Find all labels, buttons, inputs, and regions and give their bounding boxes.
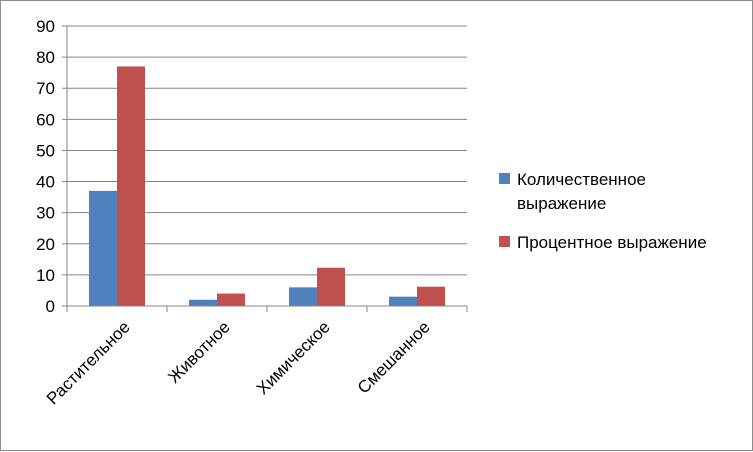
y-tick-label: 90 [36,17,55,36]
y-tick-label: 30 [36,204,55,223]
y-tick-labels: 0 10 20 30 40 50 60 70 80 90 [36,17,55,316]
bar-quantitative [189,299,217,306]
legend-swatch [499,173,510,184]
legend-swatch [499,236,510,247]
bar-quantitative [89,190,117,306]
x-category-label: Смешанное [354,317,434,397]
x-category-label: Животное [164,317,233,386]
x-category-labels: Растительное Животное Химическое Смешанное [43,317,434,408]
legend-label: Количественное [517,170,646,189]
bar-quantitative [389,296,417,306]
y-tick-label: 50 [36,141,55,160]
x-category-label: Химическое [253,317,334,398]
bar-quantitative [289,287,317,306]
y-tick-label: 70 [36,79,55,98]
x-category-label: Растительное [43,317,134,408]
legend-label: Процентное выражение [517,233,707,252]
y-tick-label: 40 [36,173,55,192]
bars [89,66,445,306]
axes [62,25,468,312]
y-tick-label: 20 [36,235,55,254]
y-tick-label: 10 [36,266,55,285]
legend-label: выражение [517,194,606,213]
bar-percent [117,66,145,306]
legend: Количественное выражение Процентное выраже… [499,170,707,252]
y-tick-label: 0 [46,297,55,316]
y-tick-label: 60 [36,110,55,129]
y-tick-label: 80 [36,48,55,67]
bar-percent [317,267,345,306]
bar-percent [417,286,445,306]
bar-percent [217,293,245,306]
